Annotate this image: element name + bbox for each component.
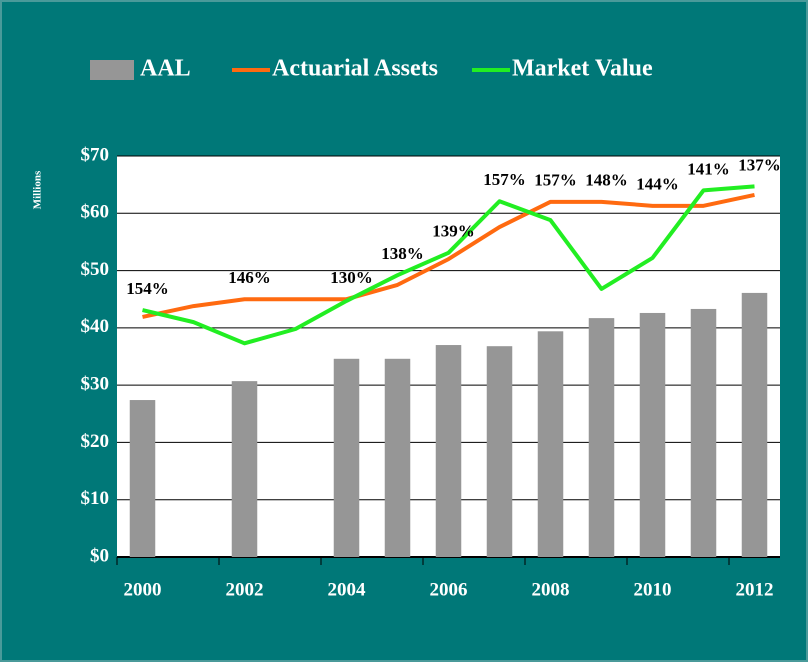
bar	[486, 346, 513, 557]
bar	[690, 308, 717, 557]
annotation: 137%	[738, 155, 781, 174]
y-tick-label: $70	[81, 144, 110, 165]
bar	[588, 318, 615, 557]
x-tick-label: 2006	[430, 579, 468, 600]
bar	[384, 358, 411, 557]
line	[142, 184, 755, 346]
line	[142, 192, 755, 319]
y-tick-label: $10	[81, 488, 110, 509]
bar	[231, 381, 258, 557]
x-tick-label: 2000	[124, 579, 162, 600]
x-tick-label: 2010	[634, 579, 672, 600]
annotation: 144%	[636, 175, 679, 194]
y-tick-label: $50	[81, 259, 110, 280]
legend-swatch	[90, 60, 134, 80]
annotation: 138%	[381, 244, 424, 263]
y-tick-label: $20	[81, 431, 110, 452]
x-tick-label: 2012	[736, 579, 774, 600]
x-tick-label: 2004	[328, 579, 367, 600]
annotation: 146%	[228, 268, 271, 287]
y-tick-label: $40	[81, 316, 110, 337]
legend-label: Actuarial Assets	[272, 56, 438, 82]
x-tick-label: 2002	[226, 579, 264, 600]
annotation: 157%	[534, 171, 577, 190]
bar	[435, 345, 462, 557]
x-tick-label: 2008	[532, 579, 570, 600]
annotation: 130%	[330, 268, 373, 287]
bar	[333, 358, 360, 557]
bar	[741, 292, 768, 557]
y-tick-label: $30	[81, 374, 110, 395]
annotation: 139%	[432, 222, 475, 241]
legend-label: AAL	[140, 56, 191, 82]
annotation: 141%	[687, 159, 730, 178]
annotation: 157%	[483, 170, 526, 189]
annotation: 148%	[585, 171, 628, 190]
y-tick-label: $0	[90, 545, 109, 566]
y-tick-label: $60	[81, 202, 110, 223]
legend-label: Market Value	[512, 56, 653, 82]
bar	[537, 331, 564, 557]
y-axis-label: Millions	[32, 170, 44, 209]
bar	[129, 400, 156, 557]
bar	[639, 312, 666, 557]
annotation: 154%	[126, 279, 169, 298]
